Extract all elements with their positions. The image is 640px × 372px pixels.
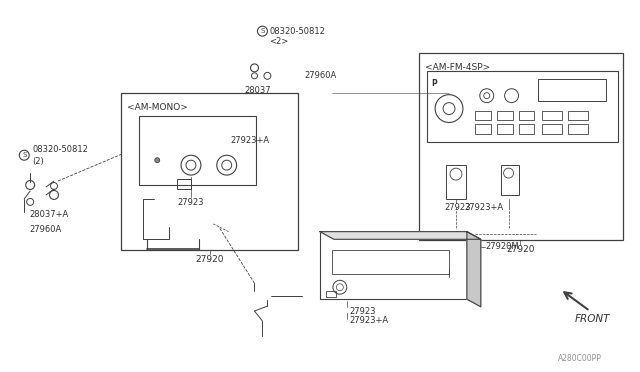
Bar [497,125,513,134]
Bar [568,110,588,121]
Bar [475,125,491,134]
Text: (2): (2) [32,157,44,166]
Text: 27960A: 27960A [29,225,61,234]
Text: FRONT: FRONT [575,314,611,324]
Text: 27923: 27923 [444,203,470,212]
Bar [542,125,562,134]
Bar [427,71,618,142]
Text: <AM-MONO>: <AM-MONO> [127,103,188,112]
Text: 27920: 27920 [506,245,535,254]
Circle shape [155,158,160,163]
Bar [518,125,534,134]
Text: 27920M: 27920M [486,242,520,251]
Bar [177,179,191,189]
Bar [500,165,518,195]
Text: 27923: 27923 [178,198,204,207]
Text: <2>: <2> [269,36,289,46]
Text: 27920: 27920 [196,255,224,264]
Bar [332,250,449,274]
Text: 28037+A: 28037+A [29,210,68,219]
Text: 28037: 28037 [244,86,271,95]
Bar [475,110,491,121]
Text: 27923: 27923 [350,307,376,315]
Bar [538,79,606,101]
Polygon shape [467,232,481,307]
Bar [320,232,467,299]
Text: 27960A: 27960A [304,71,337,80]
Bar [140,116,257,185]
Bar [518,110,534,121]
Bar [122,93,298,250]
Text: A280C00PP: A280C00PP [558,354,602,363]
Polygon shape [320,232,481,239]
Text: 08320-50812: 08320-50812 [32,145,88,154]
Circle shape [19,150,29,160]
Bar [542,110,562,121]
Bar [446,165,466,199]
Text: 27923+A: 27923+A [350,317,389,326]
Text: 27923+A: 27923+A [230,136,270,145]
Text: P: P [431,79,437,88]
Bar [568,125,588,134]
Text: S: S [22,152,26,158]
Bar [497,110,513,121]
Text: 27923+A: 27923+A [464,203,503,212]
Text: S: S [260,28,264,34]
Bar [326,291,336,297]
Circle shape [257,26,268,36]
Text: <AM-FM-4SP>: <AM-FM-4SP> [425,63,490,72]
Text: 08320-50812: 08320-50812 [269,27,325,36]
Bar [419,53,623,240]
